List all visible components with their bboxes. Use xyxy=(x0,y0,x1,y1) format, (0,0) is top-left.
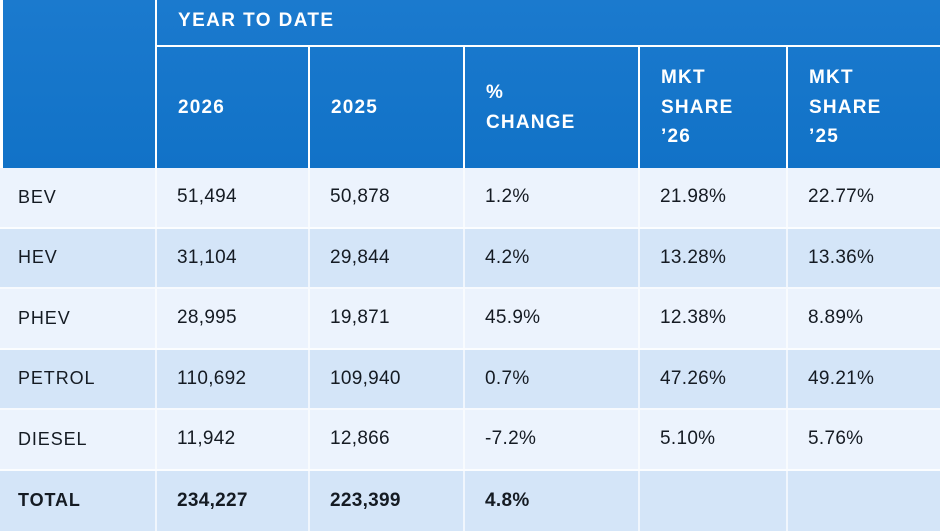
row-label: TOTAL xyxy=(0,470,157,531)
header-top-band: YEAR TO DATE xyxy=(0,0,940,47)
table-header: YEAR TO DATE 2026 2025 % CHANGE MKT SHAR… xyxy=(0,0,940,168)
table-body: BEV 51,494 50,878 1.2% 21.98% 22.77% HEV… xyxy=(0,168,940,531)
cell-2025: 19,871 xyxy=(310,289,465,348)
row-label: PETROL xyxy=(0,349,157,408)
row-label: HEV xyxy=(0,228,157,287)
cell-mkt-share-26 xyxy=(640,470,788,531)
cell-mkt-share-26: 12.38% xyxy=(640,289,788,348)
row-label: DIESEL xyxy=(0,410,157,469)
cell-pct-change: 1.2% xyxy=(465,168,640,227)
cell-pct-change: 4.8% xyxy=(465,470,640,531)
cell-mkt-share-25: 8.89% xyxy=(808,307,864,329)
cell-mkt-share-26: 47.26% xyxy=(640,349,788,408)
cell-2026: 28,995 xyxy=(157,289,310,348)
cell-mkt-share-26: 13.28% xyxy=(640,228,788,287)
cell-mkt-share-26: 21.98% xyxy=(640,168,788,227)
column-header-mkt-share-25: MKT SHARE ’25 xyxy=(809,67,882,148)
cell-2025: 223,399 xyxy=(310,470,465,531)
cell-mkt-share-25: 22.77% xyxy=(808,186,875,208)
column-header-2025: 2025 xyxy=(310,47,465,168)
cell-2026: 110,692 xyxy=(157,349,310,408)
row-label: BEV xyxy=(0,168,157,227)
table-row-total: TOTAL 234,227 223,399 4.8% xyxy=(0,470,940,531)
cell-mkt-share-25 xyxy=(788,471,940,531)
cell-mkt-share-25: 49.21% xyxy=(808,367,875,389)
cell-pct-change: 4.2% xyxy=(465,228,640,287)
cell-2026: 234,227 xyxy=(157,470,310,531)
column-header-2026: 2026 xyxy=(157,47,310,168)
cell-2025: 12,866 xyxy=(310,410,465,469)
table-row-bev: BEV 51,494 50,878 1.2% 21.98% 22.77% xyxy=(0,168,940,229)
table-row-diesel: DIESEL 11,942 12,866 -7.2% 5.10% 5.76% xyxy=(0,410,940,471)
column-header-mkt-share-26: MKT SHARE ’26 xyxy=(640,47,788,168)
table-row-phev: PHEV 28,995 19,871 45.9% 12.38% 8.89% xyxy=(0,289,940,350)
cell-pct-change: 45.9% xyxy=(465,289,640,348)
header-corner-cell xyxy=(0,0,157,47)
cell-2026: 31,104 xyxy=(157,228,310,287)
cell-2025: 50,878 xyxy=(310,168,465,227)
cell-mkt-share-25: 5.76% xyxy=(808,428,864,450)
year-to-date-banner: YEAR TO DATE xyxy=(157,0,940,47)
cell-2025: 109,940 xyxy=(310,349,465,408)
cell-2026: 51,494 xyxy=(157,168,310,227)
cell-pct-change: 0.7% xyxy=(465,349,640,408)
table-row-hev: HEV 31,104 29,844 4.2% 13.28% 13.36% xyxy=(0,228,940,289)
row-label: PHEV xyxy=(0,289,157,348)
cell-mkt-share-25: 13.36% xyxy=(808,246,875,268)
cell-mkt-share-26: 5.10% xyxy=(640,410,788,469)
column-header-pct-change: % CHANGE xyxy=(465,47,640,168)
cell-2025: 29,844 xyxy=(310,228,465,287)
column-header-row: 2026 2025 % CHANGE MKT SHARE ’26 MKT SHA… xyxy=(0,47,940,168)
cell-2026: 11,942 xyxy=(157,410,310,469)
cell-pct-change: -7.2% xyxy=(465,410,640,469)
column-header-blank xyxy=(0,47,157,168)
table-row-petrol: PETROL 110,692 109,940 0.7% 47.26% 49.21… xyxy=(0,349,940,410)
